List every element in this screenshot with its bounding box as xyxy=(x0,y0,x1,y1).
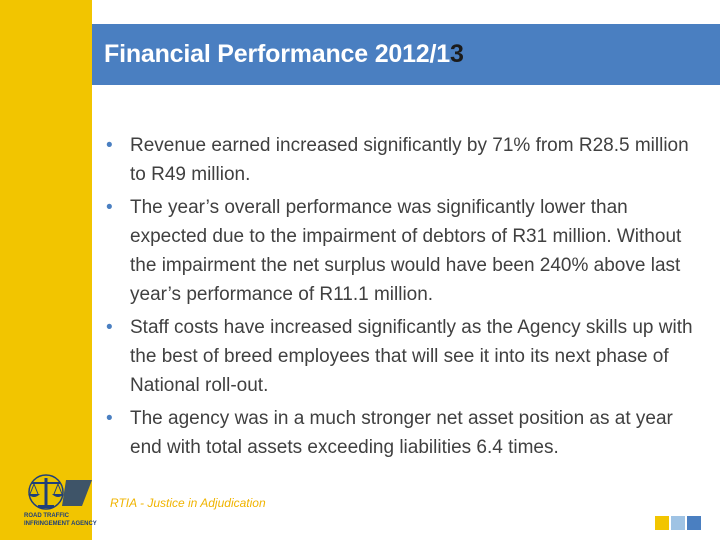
bullet-list: • Revenue earned increased significantly … xyxy=(106,131,706,466)
bullet-text: The year’s overall performance was signi… xyxy=(130,197,682,305)
left-accent-bar xyxy=(0,0,92,540)
logo-line-2: INFRINGEMENT AGENCY xyxy=(24,521,97,527)
footer-text: RTIA - Justice in Adjudication xyxy=(110,496,266,510)
bullet-item: • Staff costs have increased significantl… xyxy=(106,313,706,400)
bullet-marker: • xyxy=(106,317,113,338)
decor-square-blue xyxy=(687,516,701,530)
bullet-text: The agency was in a much stronger net as… xyxy=(130,408,673,458)
logo-line-1: ROAD TRAFFIC xyxy=(24,513,69,519)
decor-square-lightblue xyxy=(671,516,685,530)
decor-square-yellow xyxy=(655,516,669,530)
scales-of-justice-icon xyxy=(28,474,92,510)
logo-text: ROAD TRAFFIC INFRINGEMENT AGENCY xyxy=(24,512,108,528)
title-bar: Financial Performance 2012/13 xyxy=(92,24,720,85)
slide-title-main: Financial Performance 2012/1 xyxy=(104,40,450,68)
bullet-item: • The agency was in a much stronger net a… xyxy=(106,404,706,462)
bullet-text: Revenue earned increased significantly b… xyxy=(130,135,689,185)
bullet-item: • Revenue earned increased significantly … xyxy=(106,131,706,189)
bullet-marker: • xyxy=(106,197,113,218)
bullet-marker: • xyxy=(106,135,113,156)
slide-title-last-char: 3 xyxy=(449,40,464,68)
bullet-text: Staff costs have increased significantly… xyxy=(130,317,693,396)
slide-title: Financial Performance 2012/13 xyxy=(104,40,464,69)
bullet-item: • The year’s overall performance was sign… xyxy=(106,193,706,309)
bullet-marker: • xyxy=(106,408,113,429)
